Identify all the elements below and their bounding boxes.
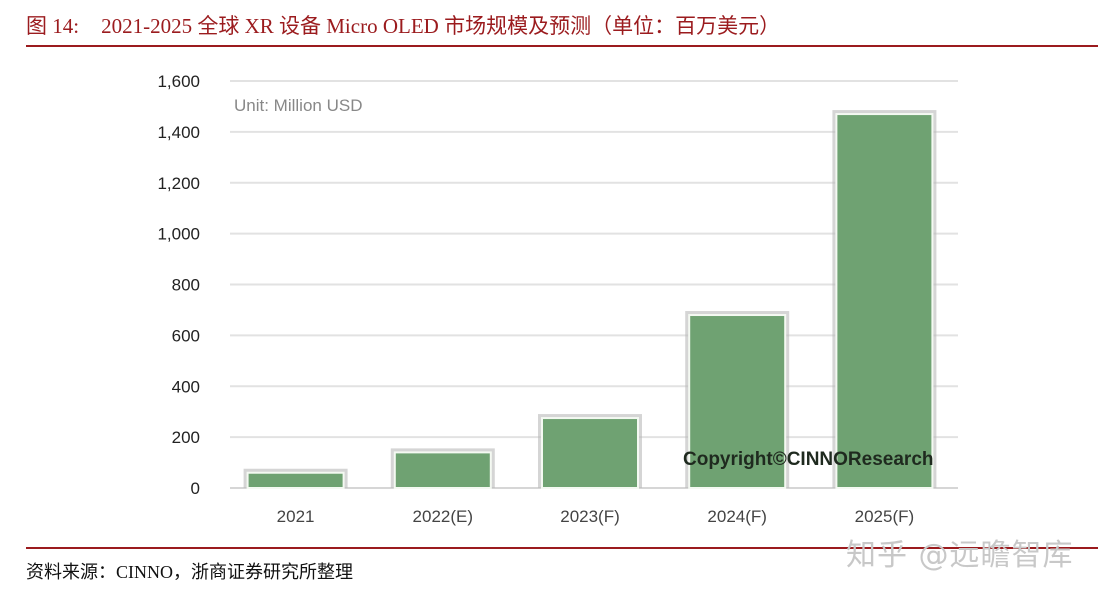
y-tick-label: 1,600 bbox=[157, 72, 200, 91]
y-tick-label: 200 bbox=[172, 428, 200, 447]
bars bbox=[243, 110, 937, 490]
y-tick-label: 1,400 bbox=[157, 123, 200, 142]
copyright-annotation: Copyright©CINNOResearch bbox=[683, 449, 934, 470]
x-tick-label: 2025(F) bbox=[855, 507, 915, 526]
title-rule bbox=[26, 45, 1098, 47]
bar-2025(F) bbox=[835, 113, 934, 489]
y-tick-label: 0 bbox=[191, 479, 200, 498]
x-tick-label: 2024(F) bbox=[707, 507, 767, 526]
bar-2023(F) bbox=[541, 417, 639, 489]
source-rule bbox=[26, 547, 1098, 549]
y-tick-label: 1,000 bbox=[157, 225, 200, 244]
figure-title: 图 14: 2021-2025 全球 XR 设备 Micro OLED 市场规模及… bbox=[26, 10, 780, 40]
x-tick-label: 2023(F) bbox=[560, 507, 620, 526]
source-note: 资料来源：CINNO，浙商证券研究所整理 bbox=[26, 562, 353, 582]
bar-2024(F) bbox=[688, 314, 787, 489]
y-axis-ticks: 0 200 400 600 800 1,000 1,200 1,400 1,600 bbox=[157, 72, 200, 498]
bar-2022(E) bbox=[393, 451, 492, 490]
y-tick-label: 1,200 bbox=[157, 174, 200, 193]
bar-2021 bbox=[246, 471, 345, 489]
figure-title-text: 2021-2025 全球 XR 设备 Micro OLED 市场规模及预测（单位… bbox=[101, 14, 781, 38]
watermark: 知乎 @远瞻智库 bbox=[846, 538, 1074, 573]
x-axis-ticks: 2021 2022(E) 2023(F) 2024(F) 2025(F) bbox=[277, 507, 914, 526]
x-tick-label: 2021 bbox=[277, 507, 315, 526]
x-tick-label: 2022(E) bbox=[413, 507, 473, 526]
y-tick-label: 400 bbox=[172, 377, 200, 396]
unit-annotation: Unit: Million USD bbox=[234, 96, 362, 115]
y-tick-label: 800 bbox=[172, 276, 200, 295]
figure-number: 图 14: bbox=[26, 14, 80, 38]
y-tick-label: 600 bbox=[172, 326, 200, 345]
